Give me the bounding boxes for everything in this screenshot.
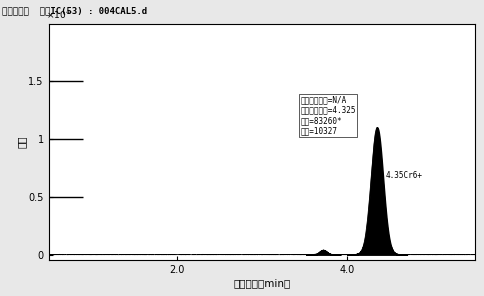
X-axis label: 保留时间（min）: 保留时间（min） xyxy=(233,278,290,288)
Text: 积分保留时间=N/A
检测保留时间=4.325
面积=83260*
峰高=10327: 积分保留时间=N/A 检测保留时间=4.325 面积=83260* 峰高=103… xyxy=(300,95,355,136)
Text: 光谱时间图  综合IC(53) : 004CAL5.d: 光谱时间图 综合IC(53) : 004CAL5.d xyxy=(2,7,147,16)
Text: 4.35Cr6+: 4.35Cr6+ xyxy=(385,171,422,181)
Text: $\times10^4$: $\times10^4$ xyxy=(46,9,71,21)
Y-axis label: 信号: 信号 xyxy=(17,136,27,148)
